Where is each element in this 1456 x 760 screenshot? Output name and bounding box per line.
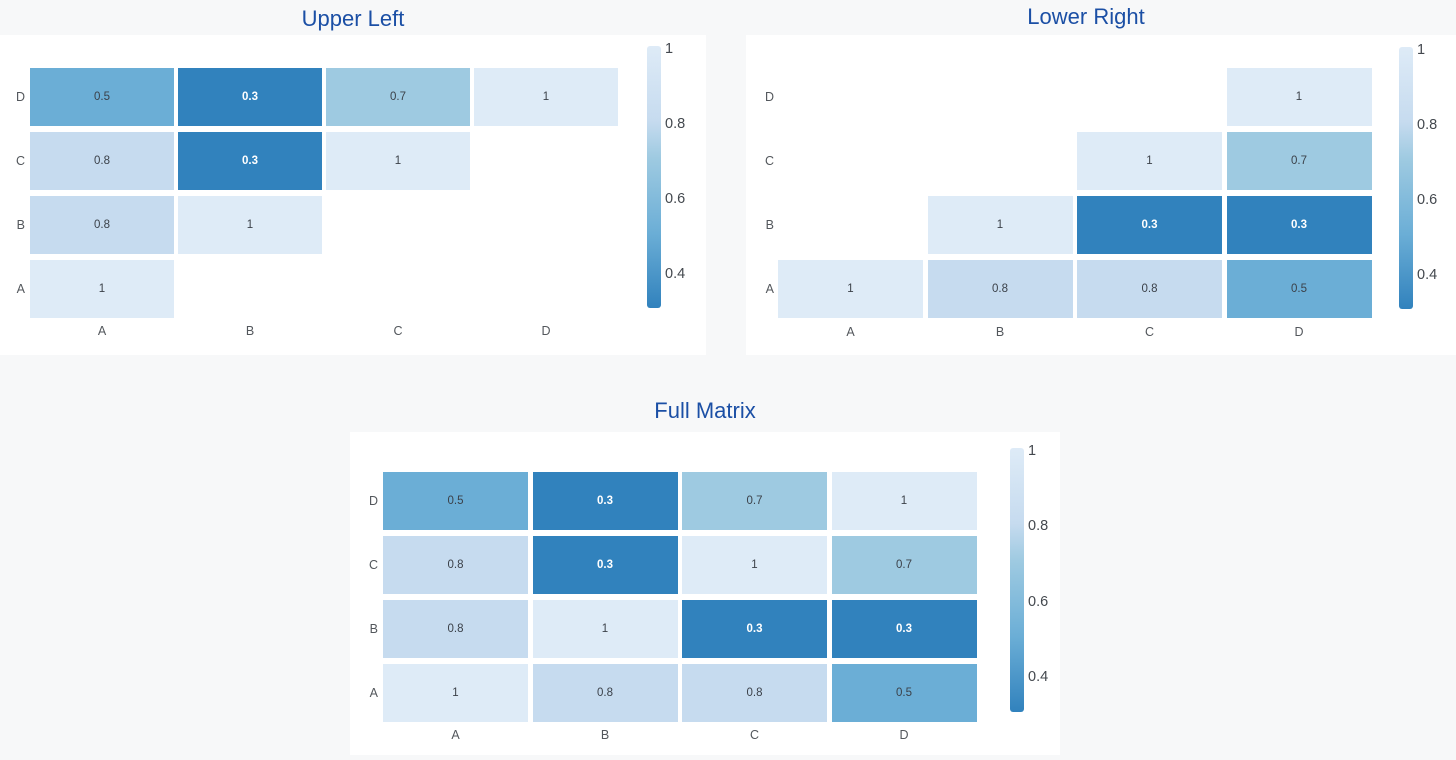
colorbar-tick-lower-right: 0.6 (1417, 191, 1438, 208)
x-axis-label-full-matrix: B (600, 728, 610, 742)
heatmap-cell-upper-left-CA[interactable]: 0.8 (30, 132, 174, 190)
colorbar-tick-full-matrix: 0.4 (1028, 669, 1049, 686)
colorbar-tick-lower-right: 1 (1417, 42, 1426, 58)
y-axis-label-full-matrix: C (368, 558, 378, 572)
y-axis-label-lower-right: A (765, 282, 774, 296)
x-axis-label-lower-right: D (1294, 325, 1304, 339)
colorbar-tick-upper-left: 0.6 (665, 190, 686, 207)
y-axis-label-upper-left: C (15, 154, 25, 168)
heatmap-cell-upper-left-BA[interactable]: 0.8 (30, 196, 174, 254)
colorbar-upper-left (647, 46, 661, 308)
x-axis-label-upper-left: B (245, 324, 255, 338)
heatmap-cell-lower-right-DD[interactable]: 1 (1226, 68, 1372, 126)
heatmap-cell-full-matrix-BC[interactable]: 0.3 (682, 600, 827, 658)
heatmap-cell-lower-right-AD[interactable]: 0.5 (1226, 260, 1372, 318)
heatmap-cell-upper-left-DA[interactable]: 0.5 (30, 68, 174, 126)
colorbar-lower-right (1399, 47, 1413, 309)
x-axis-label-upper-left: C (393, 324, 403, 338)
heatmap-cell-full-matrix-BB[interactable]: 1 (532, 600, 678, 658)
heatmap-cell-full-matrix-AA[interactable]: 1 (383, 664, 528, 722)
colorbar-tick-upper-left: 0.8 (665, 115, 686, 132)
heatmap-cell-lower-right-AA[interactable]: 1 (778, 260, 923, 318)
y-axis-label-lower-right: D (764, 90, 774, 104)
y-axis-label-full-matrix: A (369, 686, 378, 700)
heatmap-cell-lower-right-CD[interactable]: 0.7 (1226, 132, 1372, 190)
heatmap-cell-lower-right-BB[interactable]: 1 (927, 196, 1073, 254)
y-axis-label-upper-left: A (16, 282, 25, 296)
heatmap-cell-lower-right-AC[interactable]: 0.8 (1077, 260, 1222, 318)
heatmap-cell-full-matrix-BA[interactable]: 0.8 (383, 600, 528, 658)
heatmap-cell-upper-left-CC[interactable]: 1 (326, 132, 470, 190)
heatmap-cell-upper-left-DD[interactable]: 1 (474, 68, 618, 126)
chart-title-full-matrix: Full Matrix (654, 398, 756, 423)
colorbar-tick-full-matrix: 1 (1028, 443, 1037, 459)
y-axis-label-full-matrix: B (369, 622, 378, 636)
heatmap-cell-upper-left-BB[interactable]: 1 (178, 196, 322, 254)
x-axis-label-upper-left: D (541, 324, 551, 338)
heatmap-cell-upper-left-DC[interactable]: 0.7 (326, 68, 470, 126)
colorbar-tick-lower-right: 0.4 (1417, 266, 1438, 283)
x-axis-label-lower-right: C (1144, 325, 1155, 339)
x-axis-label-full-matrix: C (749, 728, 760, 742)
heatmap-cell-full-matrix-CD[interactable]: 0.7 (831, 536, 977, 594)
x-axis-label-full-matrix: D (899, 728, 909, 742)
heatmap-cell-full-matrix-DC[interactable]: 0.7 (682, 472, 827, 530)
heatmap-cell-lower-right-AB[interactable]: 0.8 (927, 260, 1073, 318)
colorbar-tick-full-matrix: 0.8 (1028, 518, 1049, 535)
heatmap-cell-full-matrix-CA[interactable]: 0.8 (383, 536, 528, 594)
heatmap-cell-full-matrix-DD[interactable]: 1 (831, 472, 977, 530)
y-axis-label-lower-right: B (765, 218, 774, 232)
heatmap-cell-lower-right-BC[interactable]: 0.3 (1077, 196, 1222, 254)
x-axis-label-lower-right: A (846, 325, 855, 339)
colorbar-tick-upper-left: 0.4 (665, 265, 686, 282)
heatmap-cell-full-matrix-CC[interactable]: 1 (682, 536, 827, 594)
heatmap-cell-lower-right-BD[interactable]: 0.3 (1226, 196, 1372, 254)
heatmap-cell-full-matrix-BD[interactable]: 0.3 (831, 600, 977, 658)
chart-title-lower-right: Lower Right (1027, 4, 1145, 29)
y-axis-label-upper-left: B (16, 218, 25, 232)
heatmap-cell-full-matrix-AD[interactable]: 0.5 (831, 664, 977, 722)
colorbar-tick-upper-left: 1 (665, 41, 674, 57)
heatmap-cell-upper-left-CB[interactable]: 0.3 (178, 132, 322, 190)
colorbar-full-matrix (1010, 448, 1024, 712)
heatmap-cell-full-matrix-AB[interactable]: 0.8 (532, 664, 678, 722)
x-axis-label-lower-right: B (995, 325, 1005, 339)
chart-title-upper-left: Upper Left (301, 6, 405, 31)
heatmap-cell-full-matrix-DB[interactable]: 0.3 (532, 472, 678, 530)
x-axis-label-full-matrix: A (451, 728, 460, 742)
heatmap-cell-upper-left-AA[interactable]: 1 (30, 260, 174, 318)
colorbar-tick-full-matrix: 0.6 (1028, 593, 1049, 610)
heatmap-cell-full-matrix-CB[interactable]: 0.3 (532, 536, 678, 594)
heatmap-cell-lower-right-CC[interactable]: 1 (1077, 132, 1222, 190)
heatmap-cell-upper-left-DB[interactable]: 0.3 (178, 68, 322, 126)
heatmap-cell-full-matrix-DA[interactable]: 0.5 (383, 472, 528, 530)
y-axis-label-upper-left: D (15, 90, 25, 104)
colorbar-tick-lower-right: 0.8 (1417, 116, 1438, 133)
y-axis-label-full-matrix: D (368, 494, 378, 508)
x-axis-label-upper-left: A (97, 324, 107, 338)
y-axis-label-lower-right: C (764, 154, 774, 168)
heatmap-cell-full-matrix-AC[interactable]: 0.8 (682, 664, 827, 722)
